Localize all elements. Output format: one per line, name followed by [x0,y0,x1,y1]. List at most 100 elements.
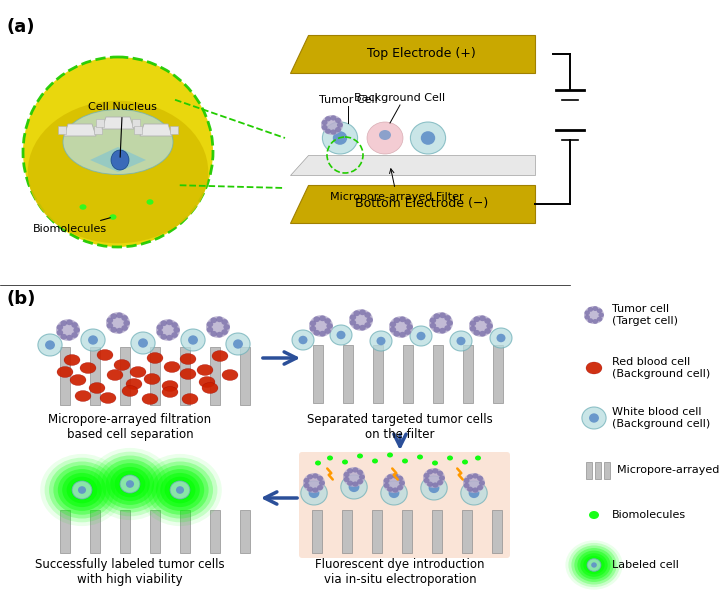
Ellipse shape [147,352,163,364]
Ellipse shape [404,329,411,335]
Ellipse shape [156,469,204,511]
Ellipse shape [233,340,243,349]
Ellipse shape [303,473,325,493]
Ellipse shape [207,327,213,332]
Ellipse shape [160,473,200,507]
Polygon shape [290,35,535,73]
Bar [150,510,160,553]
Ellipse shape [585,310,590,315]
Ellipse shape [221,329,228,335]
Ellipse shape [376,337,386,345]
Ellipse shape [392,487,399,493]
Ellipse shape [364,312,371,318]
Ellipse shape [176,486,184,494]
Bar [96,119,104,127]
Ellipse shape [353,481,358,487]
Ellipse shape [202,383,218,394]
Ellipse shape [312,473,319,479]
Ellipse shape [170,481,190,499]
Ellipse shape [327,323,333,329]
Bar [120,510,130,553]
Ellipse shape [439,475,445,481]
Ellipse shape [387,474,393,479]
Ellipse shape [586,558,602,572]
Ellipse shape [160,334,167,340]
Ellipse shape [479,316,486,321]
Ellipse shape [475,455,481,461]
Ellipse shape [169,481,191,499]
Ellipse shape [474,330,480,335]
Ellipse shape [88,448,172,520]
Ellipse shape [216,332,223,338]
Ellipse shape [197,364,213,376]
Ellipse shape [428,483,439,493]
Ellipse shape [353,467,358,473]
Ellipse shape [404,319,411,325]
Ellipse shape [469,488,479,498]
Ellipse shape [58,469,106,511]
Bar [60,347,70,405]
Ellipse shape [357,454,363,458]
Ellipse shape [173,327,180,333]
Ellipse shape [379,130,391,140]
Ellipse shape [347,468,353,473]
Ellipse shape [597,317,602,322]
Ellipse shape [322,122,358,154]
Ellipse shape [587,559,601,571]
Ellipse shape [80,362,96,373]
Ellipse shape [389,316,413,338]
Polygon shape [64,124,96,136]
Ellipse shape [464,483,469,488]
Ellipse shape [350,314,356,320]
Text: Micropore-arrayed filtration
based cell separation: Micropore-arrayed filtration based cell … [48,413,211,441]
Ellipse shape [427,482,433,487]
Ellipse shape [348,482,359,492]
Ellipse shape [307,474,313,479]
Ellipse shape [343,472,350,477]
Ellipse shape [325,128,331,134]
Ellipse shape [437,471,443,476]
Ellipse shape [162,380,178,391]
Ellipse shape [72,481,92,499]
Ellipse shape [337,122,343,128]
Ellipse shape [181,329,205,351]
Ellipse shape [324,318,331,324]
Ellipse shape [199,377,215,388]
Ellipse shape [469,320,476,326]
Bar [240,347,250,405]
Ellipse shape [304,483,309,488]
Text: (a): (a) [6,18,35,36]
Ellipse shape [107,370,123,380]
Ellipse shape [432,461,438,466]
Ellipse shape [410,122,446,154]
Ellipse shape [598,313,604,317]
Ellipse shape [487,323,493,329]
Ellipse shape [144,373,160,385]
Ellipse shape [314,330,320,335]
Ellipse shape [71,332,78,338]
Ellipse shape [107,323,113,329]
Ellipse shape [115,470,146,497]
Text: Successfully labeled tumor cells
with high viability: Successfully labeled tumor cells with hi… [35,558,225,586]
Ellipse shape [372,458,378,463]
Ellipse shape [330,325,352,345]
Ellipse shape [110,313,117,319]
Bar [595,462,601,479]
Bar [170,126,178,134]
Ellipse shape [497,334,505,342]
Ellipse shape [389,322,396,327]
Ellipse shape [81,329,105,351]
Ellipse shape [474,316,480,322]
Ellipse shape [143,458,218,522]
Ellipse shape [588,307,593,312]
Ellipse shape [111,150,129,170]
Ellipse shape [446,320,453,326]
Ellipse shape [429,312,453,334]
Ellipse shape [226,333,250,355]
Ellipse shape [40,454,124,526]
Ellipse shape [357,479,363,484]
Ellipse shape [433,327,440,332]
Ellipse shape [97,349,113,361]
Ellipse shape [384,483,389,488]
Ellipse shape [75,391,91,401]
